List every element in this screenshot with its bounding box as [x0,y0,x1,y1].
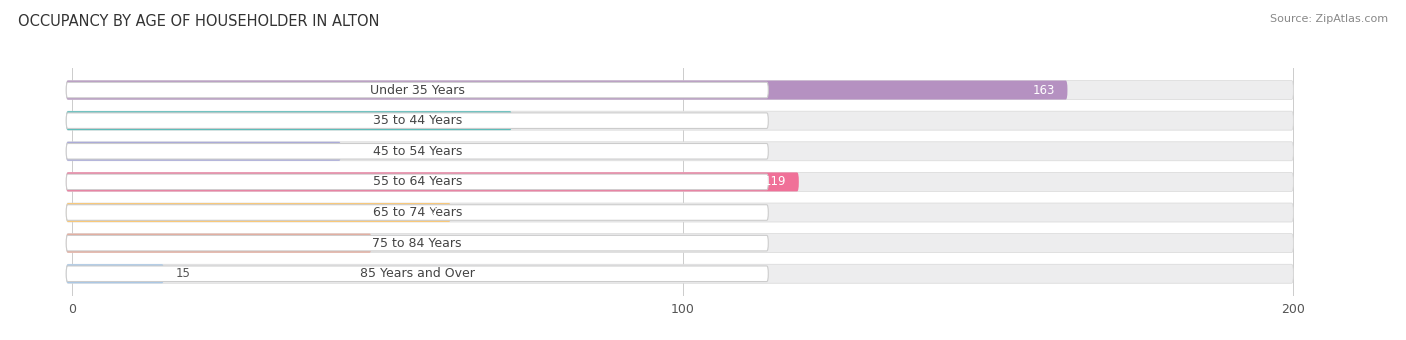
FancyBboxPatch shape [66,172,799,191]
FancyBboxPatch shape [66,203,1294,222]
Text: 44: 44 [314,145,329,158]
Text: 65 to 74 Years: 65 to 74 Years [373,206,463,219]
Text: 62: 62 [423,206,439,219]
Text: 49: 49 [344,237,360,250]
FancyBboxPatch shape [66,111,512,130]
FancyBboxPatch shape [66,264,1294,283]
FancyBboxPatch shape [66,82,768,98]
Text: 35 to 44 Years: 35 to 44 Years [373,114,461,127]
FancyBboxPatch shape [66,142,1294,161]
FancyBboxPatch shape [66,234,1294,253]
FancyBboxPatch shape [66,172,1294,191]
Text: Under 35 Years: Under 35 Years [370,84,464,97]
FancyBboxPatch shape [66,235,768,251]
FancyBboxPatch shape [66,266,768,282]
Text: Source: ZipAtlas.com: Source: ZipAtlas.com [1270,14,1388,23]
Text: 75 to 84 Years: 75 to 84 Years [373,237,463,250]
Text: 55 to 64 Years: 55 to 64 Years [373,175,463,188]
Text: 163: 163 [1033,84,1056,97]
Text: 119: 119 [763,175,786,188]
FancyBboxPatch shape [66,81,1067,100]
FancyBboxPatch shape [66,111,1294,130]
FancyBboxPatch shape [66,205,768,220]
FancyBboxPatch shape [66,113,768,129]
FancyBboxPatch shape [66,234,371,253]
Text: 15: 15 [176,267,191,280]
FancyBboxPatch shape [66,143,768,159]
Text: 45 to 54 Years: 45 to 54 Years [373,145,463,158]
FancyBboxPatch shape [66,264,165,283]
FancyBboxPatch shape [66,81,1294,100]
Text: OCCUPANCY BY AGE OF HOUSEHOLDER IN ALTON: OCCUPANCY BY AGE OF HOUSEHOLDER IN ALTON [18,14,380,29]
FancyBboxPatch shape [66,203,451,222]
Text: 72: 72 [485,114,499,127]
FancyBboxPatch shape [66,142,340,161]
FancyBboxPatch shape [66,174,768,190]
Text: 85 Years and Over: 85 Years and Over [360,267,475,280]
